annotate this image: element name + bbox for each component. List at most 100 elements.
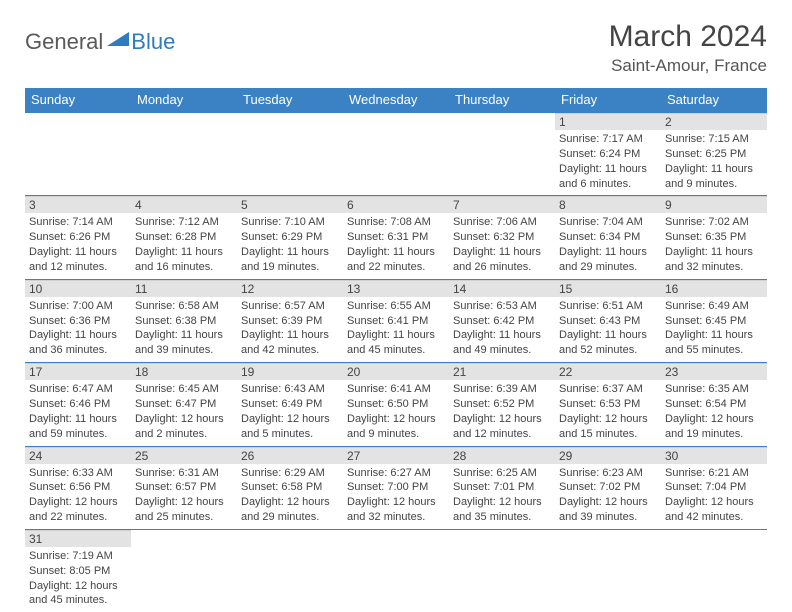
day-line: Sunset: 6:53 PM: [559, 397, 657, 412]
day-number: 13: [343, 280, 449, 297]
day-line: Daylight: 12 hours: [29, 579, 127, 594]
day-line: and 9 minutes.: [347, 427, 445, 442]
day-line: Sunset: 6:32 PM: [453, 230, 551, 245]
day-number: 19: [237, 363, 343, 380]
day-line: Sunset: 6:58 PM: [241, 480, 339, 495]
day-content: Sunrise: 6:25 AMSunset: 7:01 PMDaylight:…: [449, 464, 555, 529]
day-line: Sunrise: 6:35 AM: [665, 382, 763, 397]
day-line: Sunset: 6:36 PM: [29, 314, 127, 329]
day-line: Sunset: 6:24 PM: [559, 147, 657, 162]
day-content: Sunrise: 6:23 AMSunset: 7:02 PMDaylight:…: [555, 464, 661, 529]
day-content: Sunrise: 6:31 AMSunset: 6:57 PMDaylight:…: [131, 464, 237, 529]
day-content: Sunrise: 7:17 AMSunset: 6:24 PMDaylight:…: [555, 130, 661, 195]
day-line: and 35 minutes.: [453, 510, 551, 525]
day-content: Sunrise: 6:43 AMSunset: 6:49 PMDaylight:…: [237, 380, 343, 445]
day-number: 18: [131, 363, 237, 380]
calendar-cell: 1Sunrise: 7:17 AMSunset: 6:24 PMDaylight…: [555, 112, 661, 196]
weekday-header: Wednesday: [343, 88, 449, 112]
day-number: 3: [25, 196, 131, 213]
calendar-cell: [237, 112, 343, 196]
day-line: and 59 minutes.: [29, 427, 127, 442]
calendar-cell: 4Sunrise: 7:12 AMSunset: 6:28 PMDaylight…: [131, 196, 237, 279]
day-line: Sunset: 6:38 PM: [135, 314, 233, 329]
calendar-cell: 8Sunrise: 7:04 AMSunset: 6:34 PMDaylight…: [555, 196, 661, 279]
day-line: Sunrise: 6:33 AM: [29, 466, 127, 481]
day-line: Sunrise: 7:04 AM: [559, 215, 657, 230]
day-line: Sunset: 7:00 PM: [347, 480, 445, 495]
calendar-row: 10Sunrise: 7:00 AMSunset: 6:36 PMDayligh…: [25, 279, 767, 362]
day-line: Daylight: 11 hours: [559, 162, 657, 177]
day-content: Sunrise: 7:08 AMSunset: 6:31 PMDaylight:…: [343, 213, 449, 278]
day-line: Sunrise: 7:19 AM: [29, 549, 127, 564]
calendar-cell: 2Sunrise: 7:15 AMSunset: 6:25 PMDaylight…: [661, 112, 767, 196]
day-line: Sunset: 6:57 PM: [135, 480, 233, 495]
day-number: 11: [131, 280, 237, 297]
weekday-header-row: Sunday Monday Tuesday Wednesday Thursday…: [25, 88, 767, 112]
day-content: Sunrise: 7:04 AMSunset: 6:34 PMDaylight:…: [555, 213, 661, 278]
calendar-cell: 11Sunrise: 6:58 AMSunset: 6:38 PMDayligh…: [131, 279, 237, 362]
calendar-cell: 19Sunrise: 6:43 AMSunset: 6:49 PMDayligh…: [237, 363, 343, 446]
day-line: Daylight: 11 hours: [559, 245, 657, 260]
day-number: 6: [343, 196, 449, 213]
day-content: Sunrise: 6:58 AMSunset: 6:38 PMDaylight:…: [131, 297, 237, 362]
day-line: Daylight: 12 hours: [453, 412, 551, 427]
day-line: Sunset: 6:34 PM: [559, 230, 657, 245]
day-line: Sunrise: 7:17 AM: [559, 132, 657, 147]
day-content: Sunrise: 6:33 AMSunset: 6:56 PMDaylight:…: [25, 464, 131, 529]
weekday-header: Saturday: [661, 88, 767, 112]
logo-text-blue: Blue: [131, 29, 175, 55]
day-line: Sunrise: 6:55 AM: [347, 299, 445, 314]
day-line: and 45 minutes.: [347, 343, 445, 358]
day-line: Sunset: 6:25 PM: [665, 147, 763, 162]
day-line: Sunrise: 7:02 AM: [665, 215, 763, 230]
day-line: and 6 minutes.: [559, 177, 657, 192]
day-line: Sunset: 6:50 PM: [347, 397, 445, 412]
day-number: 14: [449, 280, 555, 297]
day-line: Daylight: 11 hours: [135, 328, 233, 343]
day-line: Sunset: 6:46 PM: [29, 397, 127, 412]
day-line: and 22 minutes.: [347, 260, 445, 275]
calendar-table: Sunday Monday Tuesday Wednesday Thursday…: [25, 88, 767, 612]
calendar-cell: 16Sunrise: 6:49 AMSunset: 6:45 PMDayligh…: [661, 279, 767, 362]
day-line: and 29 minutes.: [241, 510, 339, 525]
day-number: 27: [343, 447, 449, 464]
day-line: Daylight: 12 hours: [665, 495, 763, 510]
calendar-cell: 26Sunrise: 6:29 AMSunset: 6:58 PMDayligh…: [237, 446, 343, 529]
day-content: Sunrise: 6:29 AMSunset: 6:58 PMDaylight:…: [237, 464, 343, 529]
calendar-cell: 22Sunrise: 6:37 AMSunset: 6:53 PMDayligh…: [555, 363, 661, 446]
day-line: Daylight: 12 hours: [559, 412, 657, 427]
day-line: Sunrise: 6:45 AM: [135, 382, 233, 397]
day-line: and 55 minutes.: [665, 343, 763, 358]
day-number: 22: [555, 363, 661, 380]
weekday-header: Sunday: [25, 88, 131, 112]
day-content: Sunrise: 6:21 AMSunset: 7:04 PMDaylight:…: [661, 464, 767, 529]
calendar-cell: 21Sunrise: 6:39 AMSunset: 6:52 PMDayligh…: [449, 363, 555, 446]
day-line: and 9 minutes.: [665, 177, 763, 192]
day-number: 1: [555, 113, 661, 130]
calendar-cell: [449, 112, 555, 196]
day-number: 2: [661, 113, 767, 130]
day-number: 10: [25, 280, 131, 297]
day-line: Daylight: 11 hours: [29, 328, 127, 343]
day-line: and 42 minutes.: [665, 510, 763, 525]
day-line: and 39 minutes.: [559, 510, 657, 525]
day-line: Sunrise: 6:51 AM: [559, 299, 657, 314]
day-content: Sunrise: 7:15 AMSunset: 6:25 PMDaylight:…: [661, 130, 767, 195]
calendar-cell: [131, 112, 237, 196]
day-number: 31: [25, 530, 131, 547]
day-number: 21: [449, 363, 555, 380]
day-line: Sunset: 6:28 PM: [135, 230, 233, 245]
calendar-cell: [131, 529, 237, 612]
day-line: Daylight: 11 hours: [665, 245, 763, 260]
day-line: Sunrise: 7:00 AM: [29, 299, 127, 314]
calendar-row: 3Sunrise: 7:14 AMSunset: 6:26 PMDaylight…: [25, 196, 767, 279]
day-content: Sunrise: 7:06 AMSunset: 6:32 PMDaylight:…: [449, 213, 555, 278]
day-line: Sunset: 7:01 PM: [453, 480, 551, 495]
day-line: and 12 minutes.: [453, 427, 551, 442]
calendar-cell: 12Sunrise: 6:57 AMSunset: 6:39 PMDayligh…: [237, 279, 343, 362]
day-line: Sunrise: 7:10 AM: [241, 215, 339, 230]
day-number: 5: [237, 196, 343, 213]
calendar-cell: [25, 112, 131, 196]
day-line: Sunset: 6:47 PM: [135, 397, 233, 412]
day-content: Sunrise: 7:19 AMSunset: 8:05 PMDaylight:…: [25, 547, 131, 612]
